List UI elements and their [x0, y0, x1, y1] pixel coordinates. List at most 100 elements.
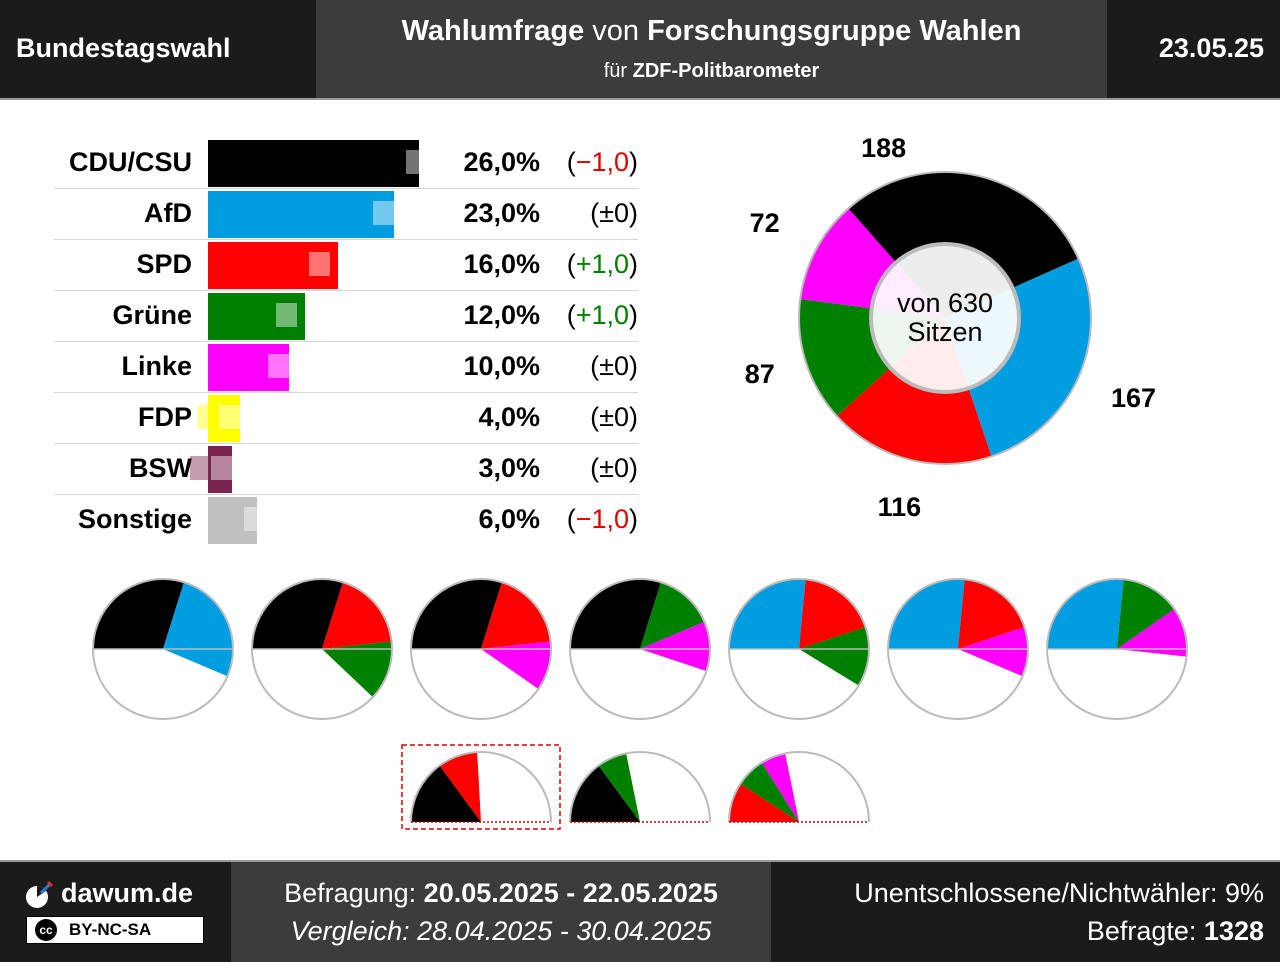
coalition-slice-spd	[958, 579, 1025, 649]
value-label: 3,0%	[478, 453, 540, 483]
subtitle-fuer: für	[603, 60, 633, 82]
coalition-pies	[92, 578, 1188, 830]
license-badge[interactable]: cc BY-NC-SA	[26, 916, 204, 944]
license-label: BY-NC-SA	[69, 920, 152, 939]
change-label: (+1,0)	[566, 249, 638, 279]
publish-date-label: 23.05.25	[1158, 33, 1264, 63]
coalition-slice-spd	[439, 752, 481, 822]
coalition-slice-linke	[481, 641, 551, 690]
seat-label-gr-ne: 87	[744, 359, 775, 390]
change-label: (−1,0)	[566, 147, 638, 177]
party-label: Linke	[121, 351, 192, 381]
change-label: (+1,0)	[566, 300, 638, 330]
coalition-semipie-cdu-csu-spd	[401, 744, 561, 830]
seat-label-spd: 116	[877, 491, 922, 522]
election-type: Bundestagswahl	[0, 0, 316, 98]
donut-center-text: von 630	[897, 288, 993, 318]
coalition-slice-cdu-csu	[411, 579, 502, 649]
value-label: 23,0%	[463, 198, 540, 228]
party-label: BSW	[129, 453, 192, 483]
footer: dawum.de cc BY-NC-SA Befragung: 20.05.20…	[0, 860, 1280, 962]
change-label: (±0)	[590, 402, 638, 432]
coalition-slice-gr-ne	[598, 753, 640, 822]
bar-row-spd: SPD 16,0% (+1,0)	[54, 240, 638, 291]
coalition-slice-cdu-csu	[93, 579, 184, 649]
party-label: CDU/CSU	[68, 147, 192, 177]
previous-value-marker	[384, 150, 427, 174]
coalition-slice-cdu-csu	[252, 579, 343, 649]
change-label: (±0)	[590, 453, 638, 483]
bar-row-sonstige: Sonstige 6,0% (−1,0)	[54, 495, 638, 545]
coalition-pie-afd-gr-ne-linke	[1046, 578, 1188, 720]
donut-center-text: Sitzen	[907, 317, 982, 347]
bar-row-cdu-csu: CDU/CSU 26,0% (−1,0)	[54, 138, 638, 189]
coalition-slice-afd	[163, 582, 234, 677]
coalition-slice-spd	[729, 783, 799, 822]
previous-value-marker	[222, 507, 265, 531]
coalition-slice-afd	[888, 579, 965, 649]
header-title-block: Wahlumfrage von Forschungsgruppe Wahlen …	[316, 0, 1107, 98]
previous-value-marker	[247, 354, 289, 378]
previous-value-marker	[352, 201, 395, 225]
coalition-slice-cdu-csu	[570, 765, 640, 822]
bar-fdp	[208, 395, 241, 442]
coalition-slice-gr-ne	[1117, 579, 1175, 649]
coalition-slice-cdu-csu	[570, 579, 661, 649]
compare-dates: Vergleich: 28.04.2025 - 30.04.2025	[290, 916, 712, 946]
coalition-slice-gr-ne	[740, 762, 799, 822]
bar-linke	[208, 344, 289, 391]
coalition-slice-linke	[958, 627, 1028, 677]
title-von: von	[584, 15, 648, 47]
coalition-slice-linke	[1117, 608, 1187, 657]
coalition-slice-linke	[761, 753, 799, 822]
value-label: 16,0%	[463, 249, 540, 279]
coalition-slice-afd	[729, 579, 806, 649]
bar-row-afd: AfD 23,0% (±0)	[54, 189, 638, 240]
respondents-value: 1328	[1203, 916, 1264, 946]
party-label: Sonstige	[77, 504, 192, 534]
coalition-semipie-cdu-csu-gr-ne	[569, 751, 711, 823]
site-name[interactable]: dawum.de	[61, 878, 194, 908]
coalition-slice-gr-ne	[799, 627, 869, 686]
donut-outline	[798, 171, 1092, 465]
value-label: 26,0%	[463, 147, 540, 177]
subtitle-client: ZDF-Politbarometer	[632, 60, 820, 82]
coalition-pie-afd-spd-gr-ne	[728, 578, 870, 720]
donut-hole	[869, 242, 1021, 394]
bar-afd	[208, 191, 395, 238]
survey-label: Befragung:	[284, 878, 424, 908]
undecided-share: Unentschlossene/Nichtwähler: 9%	[854, 878, 1264, 908]
survey-dates: Befragung: 20.05.2025 - 22.05.2025	[231, 878, 771, 909]
party-label: FDP	[138, 402, 192, 432]
header: Bundestagswahl Wahlumfrage von Forschung…	[0, 0, 1280, 100]
change-label: (±0)	[590, 198, 638, 228]
bar-cdu-csu	[208, 140, 419, 187]
footer-brand: dawum.de cc BY-NC-SA	[0, 862, 231, 962]
bar-bsw	[208, 446, 233, 493]
coalition-pie-afd-spd-linke	[887, 578, 1029, 720]
respondents-label: Befragte:	[1086, 916, 1204, 946]
bar-sonstige	[208, 497, 257, 544]
party-label: Grüne	[112, 300, 192, 330]
election-type-label: Bundestagswahl	[16, 33, 231, 63]
respondents-count: Befragte: 1328	[1087, 916, 1264, 947]
bar-spd	[208, 242, 338, 289]
bar-gr-ne	[208, 293, 306, 340]
coalition-slice-gr-ne	[322, 641, 392, 698]
change-label: (−1,0)	[566, 504, 638, 534]
coalition-pie-cdu-csu-spd-linke	[410, 578, 552, 720]
value-label: 10,0%	[463, 351, 540, 381]
dawum-logo-icon	[26, 880, 54, 908]
coalition-pie-cdu-csu-spd-gr-ne	[251, 578, 393, 720]
coalition-semipie-spd-gr-ne-linke	[728, 751, 870, 823]
survey-period: Befragung: 20.05.2025 - 22.05.2025 Vergl…	[231, 862, 771, 962]
value-label: 6,0%	[478, 504, 540, 534]
coalition-pie-cdu-csu-afd	[92, 578, 234, 720]
seat-label-afd: 167	[1110, 382, 1157, 413]
coalition-slice-afd	[1047, 579, 1124, 649]
coalition-slice-spd	[322, 582, 392, 649]
title-institute: Forschungsgruppe Wahlen	[647, 15, 1022, 47]
party-label: AfD	[144, 198, 192, 228]
previous-value-marker	[190, 456, 233, 480]
